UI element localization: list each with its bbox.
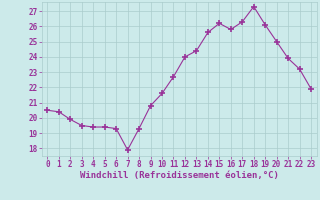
X-axis label: Windchill (Refroidissement éolien,°C): Windchill (Refroidissement éolien,°C): [80, 171, 279, 180]
